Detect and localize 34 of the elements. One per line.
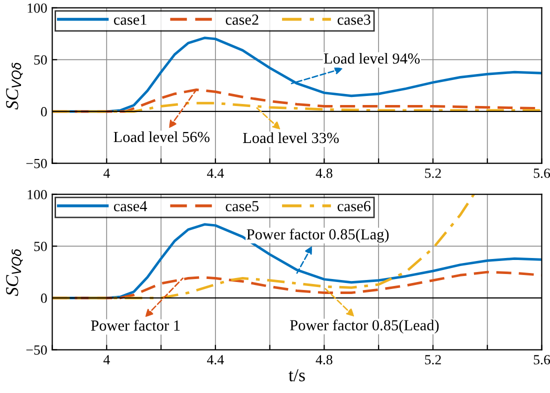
- y-axis-title: SC$_{VQδ}$: [6, 62, 23, 110]
- annotation: Power factor 0.85(Lag): [246, 228, 389, 243]
- y-tick-label: −50: [26, 345, 47, 355]
- legend-label: case3: [338, 14, 370, 25]
- line-series: [52, 194, 476, 300]
- annotation: Load level 94%: [324, 52, 420, 64]
- x-tick-label: 5.6: [534, 168, 550, 178]
- y-tick-label: 0: [40, 107, 47, 116]
- x-tick-label: 5.2: [425, 355, 441, 364]
- y-axis-title: SC$_{VQδ}$: [6, 249, 23, 296]
- x-tick-label: 4: [103, 355, 110, 364]
- x-axis-title: t/s: [288, 369, 305, 382]
- x-tick-label: 5.6: [534, 355, 550, 364]
- x-tick-label: 4: [103, 168, 110, 178]
- annotation: Power factor 0.85(Lead): [290, 319, 439, 334]
- y-tick-label: 100: [28, 190, 47, 200]
- x-tick-label: 5.2: [425, 168, 441, 178]
- annotation: Power factor 1: [91, 320, 180, 331]
- y-tick-label: 50: [34, 242, 47, 252]
- annotation: Load level 56%: [114, 131, 210, 142]
- legend-label: case5: [226, 201, 259, 212]
- y-tick-label: −50: [26, 158, 47, 168]
- legend-label: case6: [338, 201, 371, 212]
- y-tick-label: 100: [28, 3, 47, 13]
- annotation: Load level 33%: [243, 132, 339, 144]
- legend-label: case1: [114, 14, 146, 25]
- x-tick-label: 4.4: [207, 168, 224, 178]
- legend-label: case4: [114, 201, 148, 212]
- x-tick-label: 4.8: [316, 355, 332, 364]
- y-tick-label: 0: [40, 294, 47, 303]
- legend-label: case2: [226, 14, 258, 25]
- x-tick-label: 4.8: [316, 168, 332, 178]
- y-tick-label: 50: [34, 55, 47, 65]
- x-tick-label: 4.4: [207, 355, 224, 364]
